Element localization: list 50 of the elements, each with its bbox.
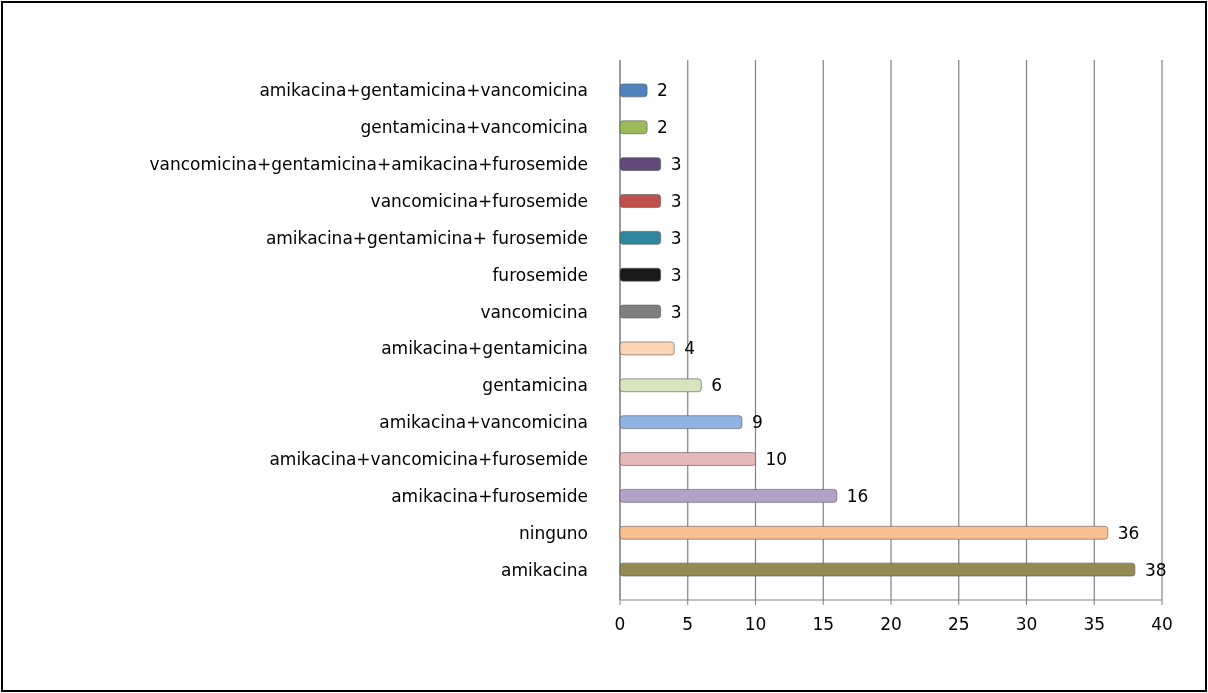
bar [619, 267, 661, 282]
x-tick-label: 20 [880, 614, 902, 634]
data-label: 3 [670, 154, 682, 175]
y-tick-label: amikacina+gentamicina+ furosemide [265, 227, 588, 248]
bar [619, 378, 702, 393]
data-label: 3 [670, 301, 682, 322]
y-tick-label: gentamicina [482, 375, 588, 396]
y-tick-label: amikacina [501, 559, 588, 580]
bar [619, 452, 756, 466]
y-tick-label: vancomicina+furosemide [370, 190, 588, 211]
data-label: 3 [670, 190, 682, 211]
data-label: 2 [657, 80, 668, 101]
data-label: 16 [846, 485, 869, 506]
y-tick-label: vancomicina+gentamicina+amikacina+furosemide [149, 154, 588, 175]
data-label: 2 [657, 117, 668, 138]
x-tick-label: 5 [682, 614, 694, 634]
bar [619, 562, 1136, 577]
x-tick-label: 40 [1151, 614, 1173, 634]
y-tick-label: vancomicina [480, 301, 588, 322]
bar [619, 525, 1109, 540]
x-tick-label: 15 [812, 614, 835, 634]
data-label: 3 [670, 227, 682, 248]
data-label: 36 [1117, 522, 1140, 543]
data-label: 6 [711, 375, 723, 396]
y-tick-label: ninguno [518, 522, 588, 543]
bar [619, 120, 648, 135]
bar [619, 157, 661, 171]
data-label: 3 [670, 264, 682, 285]
x-tick-label: 30 [1015, 614, 1038, 634]
data-label: 38 [1144, 559, 1167, 580]
bar [619, 231, 661, 245]
y-tick-label: furosemide [492, 264, 588, 285]
bar [619, 489, 838, 503]
x-tick-label: 35 [1083, 614, 1106, 634]
x-tick-label: 0 [614, 614, 626, 634]
y-tick-label: amikacina+gentamicina+vancomicina [259, 80, 588, 101]
x-tick-label: 10 [744, 614, 767, 634]
bar [619, 415, 743, 429]
data-label: 9 [751, 412, 763, 433]
y-tick-label: amikacina+furosemide [391, 485, 588, 506]
x-tick-label: 25 [947, 614, 970, 634]
bar [619, 341, 675, 356]
data-label: 4 [684, 338, 696, 359]
y-tick-label: gentamicina+vancomicina [360, 117, 588, 138]
y-tick-label: amikacina+gentamicina [381, 338, 588, 359]
data-label: 10 [765, 448, 788, 469]
bar [619, 194, 661, 208]
y-tick-label: amikacina+vancomicina [379, 412, 588, 433]
y-tick-label: amikacina+vancomicina+furosemide [269, 448, 588, 469]
bar [619, 83, 648, 98]
